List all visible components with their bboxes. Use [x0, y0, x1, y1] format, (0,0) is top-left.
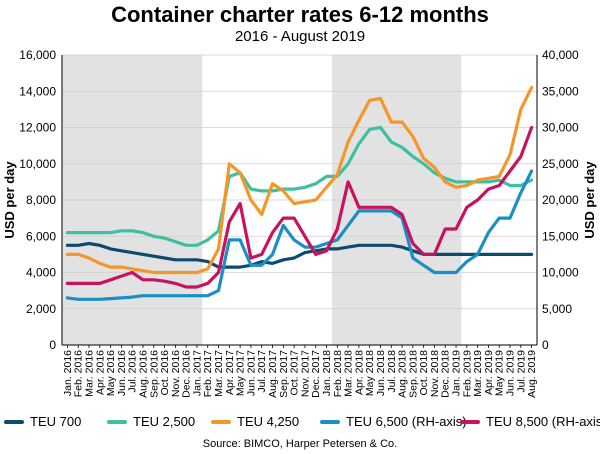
- legend-item: TEU 8,500 (RH-axis): [460, 414, 600, 429]
- y-tick-label-right: 40,000: [542, 48, 579, 62]
- legend-swatch: [4, 419, 24, 424]
- x-tick-label: Oct. 2018: [418, 350, 430, 396]
- legend-item: TEU 4,250: [211, 414, 299, 429]
- series-line-2: [65, 125, 534, 247]
- series-line-5: [65, 125, 534, 289]
- chart-legend: TEU 700 TEU 2,500 TEU 4,250 TEU 6,500 (RH-a…: [0, 414, 600, 434]
- x-tick-label: Jul. 2016: [127, 350, 139, 393]
- series-line-1: [65, 241, 534, 269]
- legend-swatch: [320, 419, 340, 424]
- y-tick-label-right: 0: [542, 338, 549, 352]
- x-tick-label: Mar. 2018: [343, 350, 355, 397]
- x-tick-label: Jun. 2019: [505, 350, 517, 396]
- y-tick-label-left: 0: [49, 338, 56, 352]
- legend-swatch: [460, 419, 480, 424]
- legend-item: TEU 700: [4, 414, 81, 429]
- y-tick-label-left: 8,000: [26, 193, 56, 207]
- x-tick-label: Aug. 2018: [397, 350, 409, 398]
- x-tick-label: Jan. 2017: [191, 350, 203, 396]
- y-tick-label-right: 25,000: [542, 157, 579, 171]
- x-tick-label: Apr. 2016: [94, 350, 106, 395]
- x-tick-label: Aug. 2017: [267, 350, 279, 398]
- chart-title: Container charter rates 6-12 months: [111, 2, 489, 27]
- x-tick-label: Oct. 2017: [289, 350, 301, 396]
- y-tick-label-left: 16,000: [19, 48, 56, 62]
- x-tick-label: Sep. 2018: [407, 350, 419, 398]
- y-tick-label-right: 5,000: [542, 302, 572, 316]
- x-tick-label: Mar. 2017: [213, 350, 225, 397]
- y-tick-label-right: 35,000: [542, 84, 579, 98]
- line-chart: 0 2,000 4,000 6,000 8,000 10,000 12,000 14,000 1…: [2, 48, 597, 398]
- legend-swatch: [211, 419, 231, 424]
- axes: 0 2,000 4,000 6,000 8,000 10,000 12,000 14,000 1…: [19, 48, 579, 398]
- y-tick-label-right: 30,000: [542, 121, 579, 135]
- x-tick-label: Jun. 2017: [245, 350, 257, 396]
- legend-item: TEU 2,500: [107, 414, 195, 429]
- legend-label: TEU 6,500 (RH-axis): [346, 414, 467, 429]
- x-tick-label: Dec. 2018: [440, 350, 452, 398]
- y-axis-label-right: USD per day: [582, 161, 597, 239]
- x-tick-label: Feb. 2018: [332, 350, 344, 397]
- x-tick-label: Jun. 2016: [116, 350, 128, 396]
- x-tick-label: May 2016: [105, 350, 117, 396]
- legend-label: TEU 700: [30, 414, 82, 429]
- x-tick-label: Feb. 2019: [461, 350, 473, 397]
- x-tick-label: Jan. 2019: [451, 350, 463, 396]
- y-tick-label-right: 10,000: [542, 266, 579, 280]
- x-tick-label: Dec. 2016: [181, 350, 193, 398]
- y-tick-label-left: 14,000: [19, 84, 56, 98]
- x-tick-label: Mar. 2019: [472, 350, 484, 397]
- x-tick-label: Apr. 2018: [353, 350, 365, 395]
- y-tick-label-left: 4,000: [26, 266, 56, 280]
- x-tick-label: Oct. 2016: [159, 350, 171, 396]
- x-tick-label: Sep. 2016: [148, 350, 160, 398]
- x-tick-label: Mar. 2016: [83, 350, 95, 397]
- x-tick-label: Feb. 2016: [73, 350, 85, 397]
- x-tick-label: Sep. 2017: [278, 350, 290, 398]
- series-line-4: [65, 169, 534, 301]
- legend-swatch: [107, 419, 127, 424]
- y-axis-label-left: USD per day: [2, 161, 17, 239]
- x-tick-label: Aug. 2019: [526, 350, 538, 398]
- x-tick-label: Jan. 2016: [62, 350, 74, 396]
- y-tick-label-right: 20,000: [542, 193, 579, 207]
- x-tick-label: Dec. 2017: [310, 350, 322, 398]
- y-tick-label-left: 2,000: [26, 302, 56, 316]
- x-tick-label: Jan. 2018: [321, 350, 333, 396]
- x-tick-label: Aug. 2016: [137, 350, 149, 398]
- x-tick-label: Jun. 2018: [375, 350, 387, 396]
- x-tick-label: Nov. 2016: [170, 350, 182, 397]
- x-tick-label: Nov. 2017: [299, 350, 311, 397]
- x-tick-label: Jul. 2019: [515, 350, 527, 393]
- x-tick-label: May 2018: [364, 350, 376, 396]
- series-line-3: [65, 86, 534, 275]
- y-tick-label-left: 6,000: [26, 229, 56, 243]
- x-tick-label: Jul. 2017: [256, 350, 268, 393]
- x-tick-label: Jul. 2018: [386, 350, 398, 393]
- source-note: Source: BIMCO, Harper Petersen & Co.: [202, 438, 398, 450]
- y-tick-label-right: 15,000: [542, 229, 579, 243]
- y-tick-label-left: 10,000: [19, 157, 56, 171]
- x-tick-label: Apr. 2017: [224, 350, 236, 395]
- legend-label: TEU 4,250: [237, 414, 300, 429]
- x-tick-label: Feb. 2017: [202, 350, 214, 397]
- y-tick-label-left: 12,000: [19, 121, 56, 135]
- series-lines: [65, 86, 534, 301]
- chart-subtitle: 2016 - August 2019: [234, 28, 366, 45]
- x-tick-label: May 2017: [235, 350, 247, 396]
- legend-label: TEU 8,500 (RH-axis): [486, 414, 600, 429]
- legend-label: TEU 2,500: [133, 414, 196, 429]
- x-tick-label: May 2019: [494, 350, 506, 396]
- legend-item: TEU 6,500 (RH-axis): [320, 414, 467, 429]
- x-tick-label: Nov. 2018: [429, 350, 441, 397]
- x-tick-label: Apr. 2019: [483, 350, 495, 395]
